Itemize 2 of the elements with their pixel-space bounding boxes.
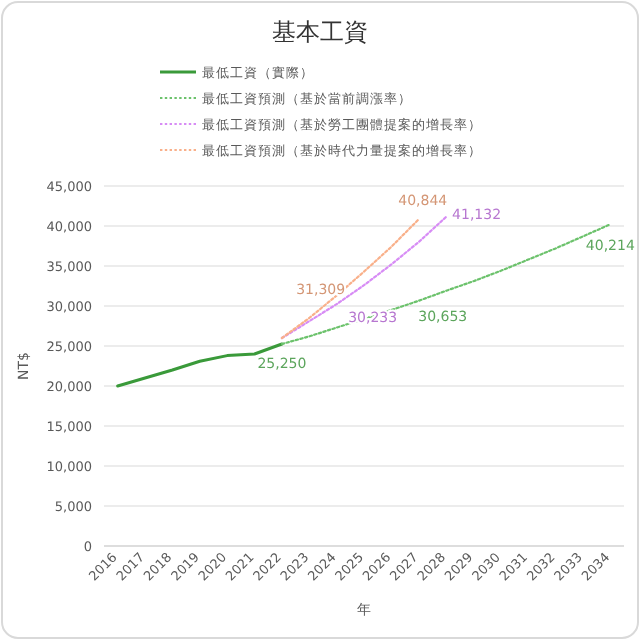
chart-title: 基本工資 xyxy=(272,18,368,46)
line-series xyxy=(280,218,420,340)
